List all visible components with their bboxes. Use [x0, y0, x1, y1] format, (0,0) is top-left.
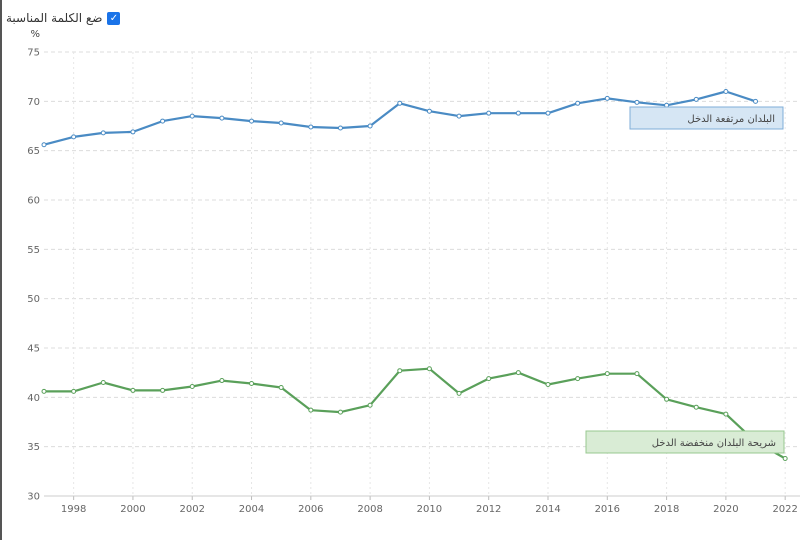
x-tick-label: 2002	[180, 504, 205, 515]
data-point	[337, 125, 343, 131]
data-point	[456, 113, 462, 119]
data-point	[575, 376, 581, 382]
data-point	[219, 378, 225, 384]
series-label-box-0	[629, 106, 784, 130]
y-tick-label: 35	[27, 442, 40, 453]
y-axis-unit: %	[30, 29, 40, 40]
y-tick-label: 65	[27, 146, 40, 157]
y-tick-label: 30	[27, 492, 40, 503]
series-label-1: شريحة البلدان منخفضة الدخل	[652, 438, 776, 449]
data-point	[515, 370, 521, 376]
data-point	[426, 108, 432, 114]
data-point	[100, 130, 106, 136]
data-point	[693, 404, 699, 410]
label-toggle-checkbox[interactable]: ✓	[107, 11, 121, 25]
data-point	[41, 142, 47, 148]
data-point	[367, 123, 373, 129]
data-point	[130, 129, 136, 135]
data-point	[486, 110, 492, 116]
header: ضع الكلمة المناسبة ✓	[6, 8, 121, 28]
x-tick-label: 2014	[535, 504, 560, 515]
data-point	[456, 390, 462, 396]
y-tick-label: 55	[27, 245, 40, 256]
data-point	[634, 99, 640, 105]
data-point	[575, 100, 581, 106]
y-tick-label: 75	[27, 48, 40, 59]
y-tick-label: 50	[27, 294, 40, 305]
data-point	[664, 396, 670, 402]
data-point	[189, 113, 195, 119]
x-tick-label: 2008	[357, 504, 382, 515]
data-point	[160, 118, 166, 124]
data-point	[249, 381, 255, 387]
data-point	[782, 456, 788, 462]
data-point	[753, 98, 759, 104]
data-point	[71, 388, 77, 394]
data-point	[426, 366, 432, 372]
data-point	[604, 95, 610, 101]
data-point	[100, 380, 106, 386]
data-point	[41, 388, 47, 394]
series-label-0: البلدان مرتفعة الدخل	[687, 114, 775, 125]
x-tick-label: 2016	[595, 504, 620, 515]
data-point	[604, 371, 610, 377]
data-point	[130, 387, 136, 393]
left-border	[0, 0, 2, 540]
x-tick-label: 2000	[120, 504, 145, 515]
data-point	[219, 115, 225, 121]
data-point	[278, 120, 284, 126]
data-point	[337, 409, 343, 415]
x-tick-label: 2018	[654, 504, 679, 515]
data-point	[160, 387, 166, 393]
x-tick-label: 2010	[417, 504, 442, 515]
data-point	[308, 124, 314, 130]
data-point	[397, 368, 403, 374]
y-tick-label: 70	[27, 97, 40, 108]
x-tick-label: 1998	[61, 504, 86, 515]
x-tick-label: 2006	[298, 504, 323, 515]
series-label-box-1	[585, 430, 785, 454]
x-tick-label: 2004	[239, 504, 264, 515]
data-point	[189, 383, 195, 389]
data-point	[308, 407, 314, 413]
data-point	[634, 371, 640, 377]
data-point	[278, 384, 284, 390]
x-tick-label: 2022	[772, 504, 797, 515]
data-point	[515, 110, 521, 116]
data-point	[486, 376, 492, 382]
series-line-1	[44, 367, 786, 460]
data-point	[397, 100, 403, 106]
y-tick-label: 45	[27, 344, 40, 355]
y-tick-label: 60	[27, 196, 40, 207]
x-tick-label: 2020	[713, 504, 738, 515]
x-tick-label: 2012	[476, 504, 501, 515]
checkbox-label: ضع الكلمة المناسبة	[6, 11, 103, 25]
data-point	[693, 96, 699, 102]
data-point	[545, 382, 551, 388]
data-point	[249, 118, 255, 124]
data-point	[367, 402, 373, 408]
data-point	[545, 110, 551, 116]
y-tick-label: 40	[27, 393, 40, 404]
data-point	[71, 134, 77, 140]
data-point	[723, 88, 729, 94]
data-point	[723, 411, 729, 417]
